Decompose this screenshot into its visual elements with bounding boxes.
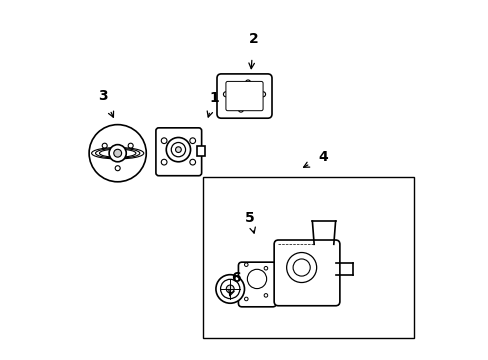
Text: 1: 1 (209, 91, 219, 105)
FancyBboxPatch shape (274, 240, 339, 306)
Circle shape (114, 149, 122, 157)
FancyBboxPatch shape (225, 81, 263, 111)
Text: 3: 3 (99, 89, 108, 103)
FancyBboxPatch shape (238, 262, 276, 307)
FancyBboxPatch shape (156, 128, 201, 176)
Text: 6: 6 (230, 271, 240, 285)
Circle shape (175, 147, 181, 153)
Text: 4: 4 (318, 150, 327, 164)
Circle shape (226, 285, 234, 293)
Text: 5: 5 (244, 211, 254, 225)
FancyBboxPatch shape (197, 147, 205, 157)
Circle shape (109, 145, 126, 162)
Circle shape (216, 275, 244, 303)
FancyBboxPatch shape (217, 74, 271, 118)
Text: 2: 2 (248, 32, 258, 46)
